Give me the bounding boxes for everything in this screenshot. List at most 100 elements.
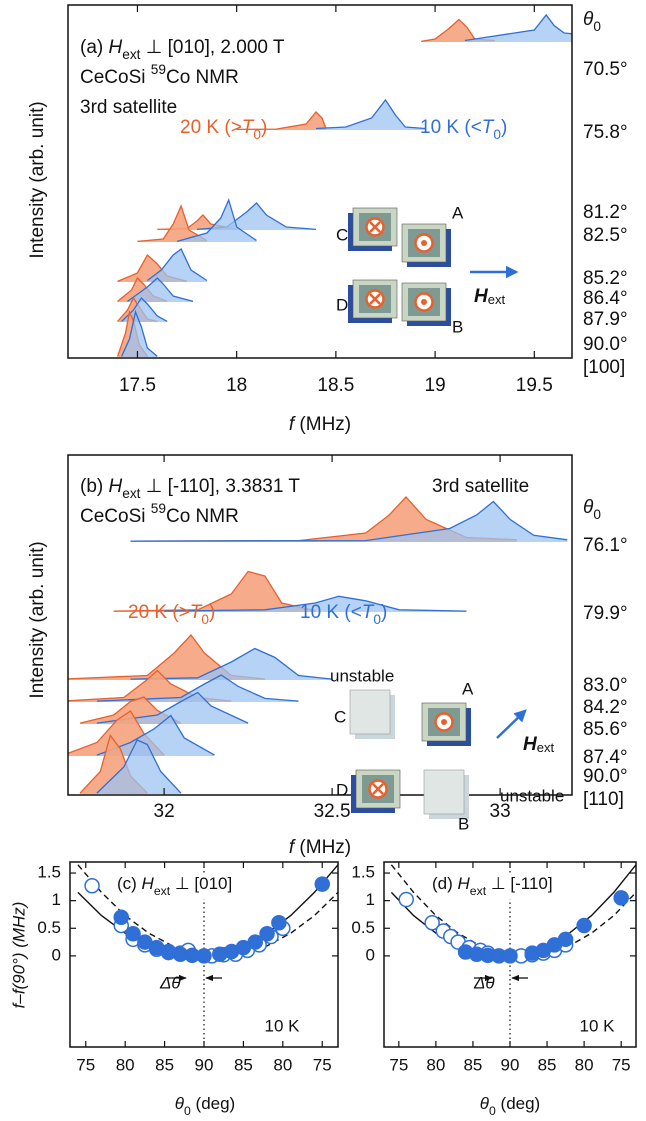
text-part: ⊥ [010] [170,874,232,893]
data-point [247,934,263,950]
x-tick-label: 80 [273,1055,292,1074]
spectrum-shade [96,692,249,724]
text-part: H [109,476,123,497]
panel-title: (b) Hext ⊥ [-110], 3.3831 T [80,476,300,501]
text-part: (d) [432,874,458,893]
spectrum-shade [121,312,158,357]
spectrum-line [236,111,327,131]
domain-d [346,278,399,325]
text-part: f [289,414,296,435]
text-part: 20 K (> [180,117,242,138]
spectrum-line [96,691,249,724]
text-part: 0 [593,19,601,34]
y-tick-label: 1 [366,890,375,909]
angle-label: 81.2° [583,202,628,223]
panel-title: (c) Hext ⊥ [010] [117,874,232,898]
data-point [576,917,592,934]
x-tick-label: 33 [490,801,511,822]
angle-label: 76.1° [583,535,628,556]
angle-label: 79.9° [583,603,628,624]
frame [67,4,573,359]
legend-entry: 20 K (>T0) [128,602,215,627]
x-axis-label: f (MHz) [289,837,351,858]
text-part: 0 [373,612,381,627]
text-part: ext [122,486,140,501]
unstable-label: unstable [330,666,394,685]
spectrum-shade [236,112,326,130]
spectrum-line [147,247,208,282]
spectra-plot [116,13,572,357]
spectrum-line [176,198,257,243]
x-tick-label: 19.5 [516,375,553,396]
spectrum-shade [464,15,572,42]
annotation: 10 K [265,1016,301,1035]
spectrum-shade [130,648,333,680]
x-tick-label: 75 [389,1055,408,1074]
domain-a [400,222,453,269]
y-tick-label: 0.5 [37,918,61,937]
text-part: θ [583,497,594,518]
text-part: 10 K (< [300,602,362,623]
text-part: ext [122,47,140,62]
angle-label: 85.6° [583,719,628,740]
annotation-backdrop [261,1016,304,1036]
y-tick-label: 1.5 [351,863,375,882]
spectrum-line [96,739,182,794]
data-point [502,948,518,964]
x-tick-label: 32 [154,801,175,822]
spectrum-line [130,500,568,542]
domain-d [349,768,402,815]
text-part: 10 K (< [420,117,482,138]
text-part: T [242,117,255,138]
spectrum-shade [130,501,568,542]
data-point [113,909,129,925]
spectra-plot [68,496,568,794]
spectrum-line [121,309,158,357]
frame [67,454,573,796]
domain-label: B [452,317,463,336]
angle-header: θ0 [583,9,601,34]
text-part: ext [537,740,555,755]
scatter-plot [77,862,338,1047]
domain-b [423,769,470,820]
text-part: ) [261,117,267,138]
text-part: θ [480,1094,490,1113]
legend-entry: 10 K (<T0) [300,602,387,627]
angle-footer: [100] [583,357,625,378]
x-tick-label: 90 [501,1055,520,1074]
x-tick-label: 75 [612,1055,631,1074]
y-axis-label: Intensity (arb. unit) [27,101,48,258]
angle-header: θ0 [583,497,601,522]
x-tick-label: 18 [226,375,247,396]
text-part: H [109,37,123,58]
inset-a: A B C D Hext [336,203,519,336]
x-tick-label: 80 [575,1055,594,1074]
text-part: T [190,602,203,623]
data-point [613,890,629,906]
spectrum-shade [127,278,193,302]
text-part: 0 [489,1104,496,1118]
domain-c [349,689,396,740]
x-tick-label: 17.5 [119,375,156,396]
title-backdrop [114,873,236,900]
data-point [424,914,440,931]
data-point [84,877,100,894]
spectrum-shade [96,715,215,756]
angle-label: 70.5° [583,59,628,80]
angle-label: 86.4° [583,288,628,309]
spectrum-shade [316,100,426,130]
text-part: 0 [201,612,209,627]
x-axis-label: f (MHz) [289,414,351,435]
spectrum-shade [147,249,207,282]
y-tick-label: 1 [52,890,61,909]
text-part: ext [470,884,487,898]
angle-label: 90.0° [583,766,628,787]
text-part: CeCoSi [80,67,151,88]
spectrum-shade [137,206,207,242]
data-point [196,948,212,964]
field-label: Hext [523,734,554,755]
text-part: ext [154,884,171,898]
panel-title: (d) Hext ⊥ [-110] [432,874,553,898]
text-part: (b) [80,476,109,497]
